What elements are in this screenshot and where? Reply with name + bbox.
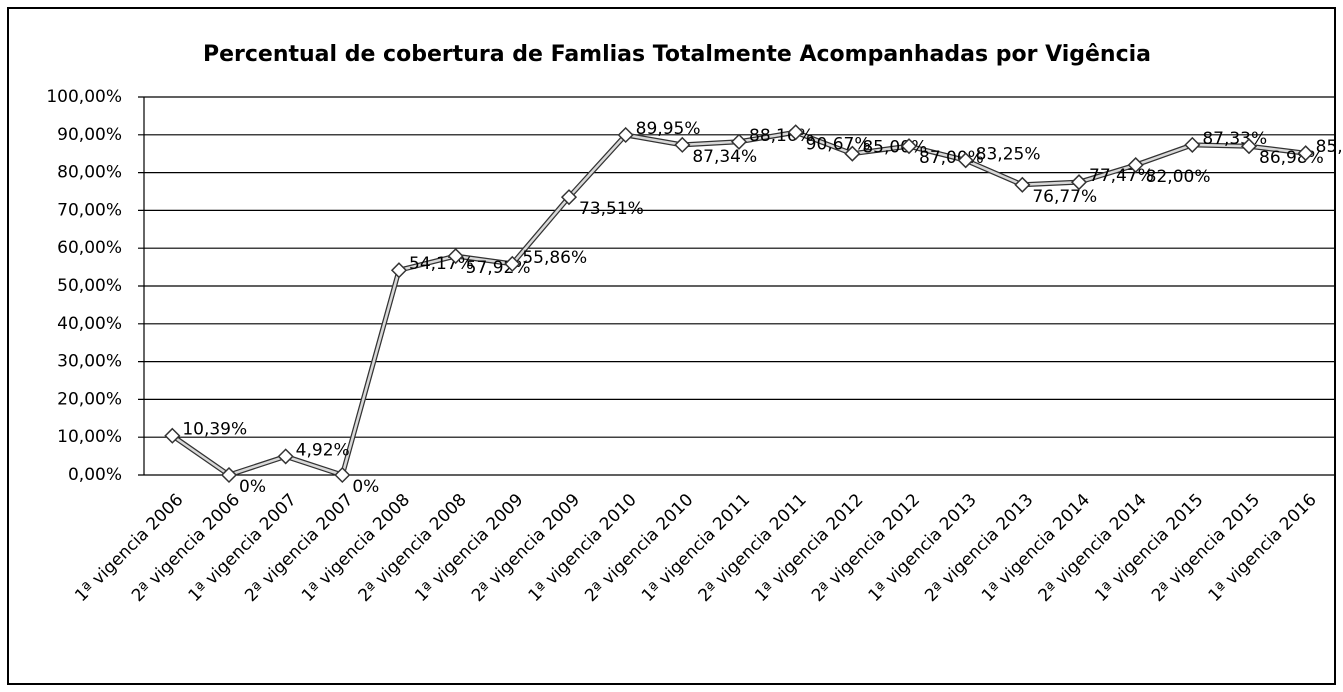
marker [617,126,634,144]
marker [730,133,748,150]
marker [560,189,578,206]
marker [957,152,974,169]
marker [674,136,691,153]
data-label: 82,00% [1146,167,1211,187]
y-tick-label: 100,00% [46,87,122,107]
marker [390,262,408,279]
y-tick-label: 80,00% [57,163,122,183]
marker [447,248,464,265]
data-label: 87,33% [1202,129,1267,149]
marker [1184,136,1201,153]
data-label: 54,17% [409,254,474,274]
y-tick-label: 90,00% [57,125,122,145]
y-tick-label: 50,00% [57,276,122,296]
marker [900,138,918,155]
data-label: 83,25% [976,144,1041,164]
data-label: 0% [239,477,266,497]
chart-title: Percentual de cobertura de Famlias Total… [203,42,1151,67]
data-label: 85,00% [862,138,927,158]
marker [787,124,804,141]
data-label: 85,13% [1316,137,1343,157]
data-label: 4,92% [296,440,350,460]
data-label: 0% [352,477,379,497]
data-label: 86,98% [1259,148,1324,168]
y-tick-label: 40,00% [57,314,122,334]
marker [1014,176,1031,193]
data-label: 55,86% [522,248,587,268]
data-label: 77,47% [1089,166,1154,186]
marker [504,255,521,272]
data-label: 87,34% [692,147,757,167]
marker [164,427,181,444]
marker [277,448,294,465]
marker [220,466,238,484]
marker [1240,138,1258,155]
data-label: 10,39% [182,420,247,440]
marker [1297,145,1314,162]
data-label: 73,51% [579,199,644,219]
y-tick-label: 30,00% [57,352,122,372]
marker [334,466,351,484]
marker [844,145,861,162]
data-label: 57,92% [466,258,531,278]
data-label: 88,16% [749,126,814,146]
data-label: 87,00% [919,148,984,168]
chart-border [7,7,1336,685]
data-label: 76,77% [1032,187,1097,207]
y-tick-label: 0,00% [68,465,122,485]
data-label: 89,95% [636,119,701,139]
y-tick-label: 10,00% [57,427,122,447]
y-tick-label: 20,00% [57,389,122,409]
marker [1070,174,1088,191]
y-tick-label: 70,00% [57,200,122,220]
data-label: 90,67% [806,134,871,154]
marker [1127,156,1144,174]
y-tick-label: 60,00% [57,238,122,258]
